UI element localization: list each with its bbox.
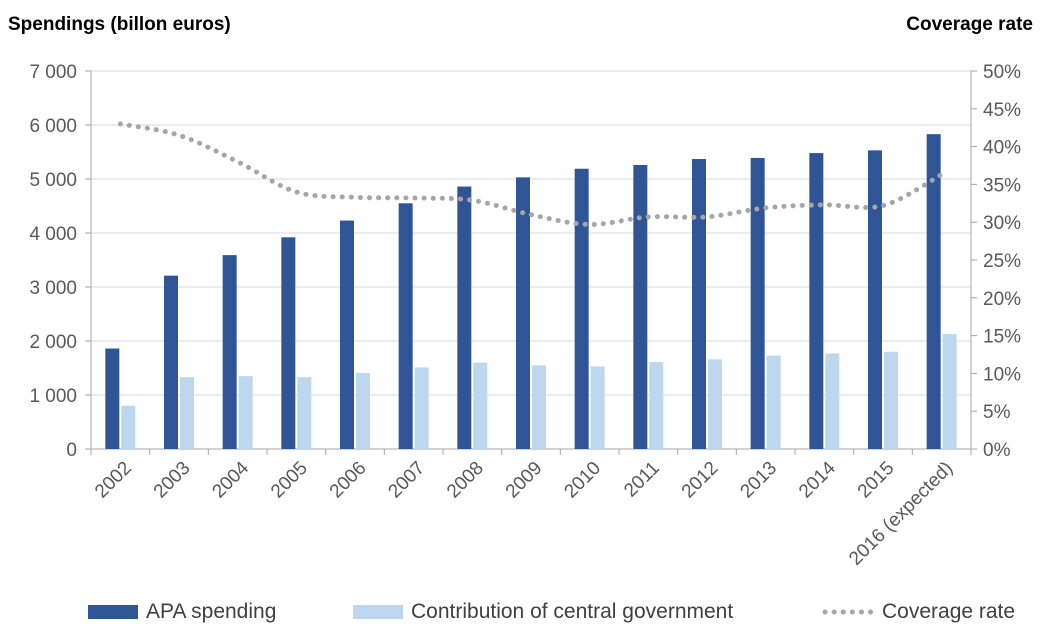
bar-central-government bbox=[297, 377, 312, 449]
x-tick-label: 2013 bbox=[736, 458, 781, 503]
y-tick-label: 0 bbox=[66, 440, 77, 461]
y2-tick-label: 0% bbox=[983, 440, 1011, 461]
bar-central-government bbox=[884, 351, 898, 449]
legend-line-coverage-rate bbox=[822, 609, 874, 615]
x-tick-label: 2003 bbox=[150, 458, 195, 503]
legend-swatch-apa-spending bbox=[88, 605, 138, 619]
y2-tick-label: 15% bbox=[983, 327, 1021, 348]
y2-tick-label: 5% bbox=[983, 402, 1011, 423]
x-tick-label: 2014 bbox=[795, 457, 840, 502]
y2-tick-label: 40% bbox=[983, 138, 1021, 159]
x-tick-label: 2015 bbox=[854, 458, 899, 503]
bar-apa-spending bbox=[457, 186, 472, 449]
bar-central-government bbox=[121, 405, 136, 449]
y2-tick-label: 20% bbox=[983, 289, 1021, 310]
y-tick-label: 1 000 bbox=[29, 386, 77, 407]
bar-central-government bbox=[356, 372, 370, 449]
bar-central-government bbox=[825, 353, 840, 449]
bar-apa-spending bbox=[926, 134, 941, 449]
bar-apa-spending bbox=[105, 348, 120, 449]
bar-central-government bbox=[180, 377, 194, 449]
bar-apa-spending bbox=[222, 255, 237, 449]
legend-label-coverage-rate: Coverage rate bbox=[882, 600, 1016, 623]
legend-label-apa-spending: APA spending bbox=[146, 600, 277, 623]
y-tick-label: 4 000 bbox=[29, 224, 77, 245]
y2-tick-label: 50% bbox=[983, 62, 1021, 83]
y-tick-label: 7 000 bbox=[29, 62, 77, 83]
bar-central-government bbox=[942, 333, 957, 449]
y-tick-label: 3 000 bbox=[29, 278, 77, 299]
bar-apa-spending bbox=[281, 237, 296, 449]
bar-apa-spending bbox=[809, 153, 824, 449]
x-tick-label: 2007 bbox=[384, 458, 429, 503]
y-tick-label: 2 000 bbox=[29, 332, 77, 353]
bar-apa-spending bbox=[868, 150, 882, 449]
bar-apa-spending bbox=[574, 168, 589, 450]
bar-central-government bbox=[590, 366, 605, 449]
bar-central-government bbox=[473, 362, 488, 449]
x-tick-label: 2004 bbox=[208, 457, 253, 502]
bar-apa-spending bbox=[633, 164, 648, 449]
x-tick-label: 2009 bbox=[502, 458, 547, 503]
bar-central-government bbox=[766, 355, 781, 449]
y2-tick-label: 10% bbox=[983, 364, 1021, 385]
x-tick-label: 2002 bbox=[91, 458, 136, 503]
bar-apa-spending bbox=[516, 177, 530, 449]
bar-central-government bbox=[532, 365, 546, 449]
legend-item-coverage-rate: Coverage rate bbox=[822, 600, 1015, 624]
y2-tick-label: 45% bbox=[983, 100, 1021, 121]
bar-apa-spending bbox=[750, 157, 765, 449]
y-tick-label: 6 000 bbox=[29, 116, 77, 137]
x-tick-label: 2010 bbox=[560, 458, 605, 503]
y2-tick-label: 30% bbox=[983, 213, 1021, 234]
bar-apa-spending bbox=[692, 159, 706, 449]
x-tick-label: 2008 bbox=[443, 458, 488, 503]
x-tick-label: 2016 (expected) bbox=[845, 458, 957, 570]
bar-central-government bbox=[414, 367, 429, 449]
bar-apa-spending bbox=[340, 220, 354, 449]
legend-label-central-government: Contribution of central government bbox=[411, 600, 734, 623]
bar-central-government bbox=[649, 362, 664, 449]
x-tick-label: 2005 bbox=[267, 458, 312, 503]
bar-apa-spending bbox=[164, 275, 178, 449]
legend: APA spending Contribution of central gov… bbox=[0, 600, 1041, 624]
x-tick-label: 2012 bbox=[678, 458, 723, 503]
legend-item-central-government: Contribution of central government bbox=[353, 600, 733, 624]
x-tick-label: 2011 bbox=[620, 458, 664, 502]
line-coverage-rate bbox=[117, 121, 945, 227]
y2-tick-label: 35% bbox=[983, 175, 1021, 196]
legend-swatch-central-government bbox=[353, 605, 403, 619]
bar-central-government bbox=[238, 376, 253, 449]
right-axis-title: Coverage rate bbox=[906, 14, 1033, 35]
x-tick-label: 2006 bbox=[326, 458, 371, 503]
bar-apa-spending bbox=[398, 203, 413, 449]
legend-item-apa-spending: APA spending bbox=[88, 600, 276, 624]
bar-central-government bbox=[708, 359, 722, 449]
y-tick-label: 5 000 bbox=[29, 170, 77, 191]
chart-plot: 0 1 000 2 000 3 000 4 000 5 000 6 000 7 000 0% 5%… bbox=[29, 62, 1021, 570]
y2-tick-label: 25% bbox=[983, 251, 1021, 272]
left-axis-title: Spendings (billon euros) bbox=[8, 14, 231, 35]
